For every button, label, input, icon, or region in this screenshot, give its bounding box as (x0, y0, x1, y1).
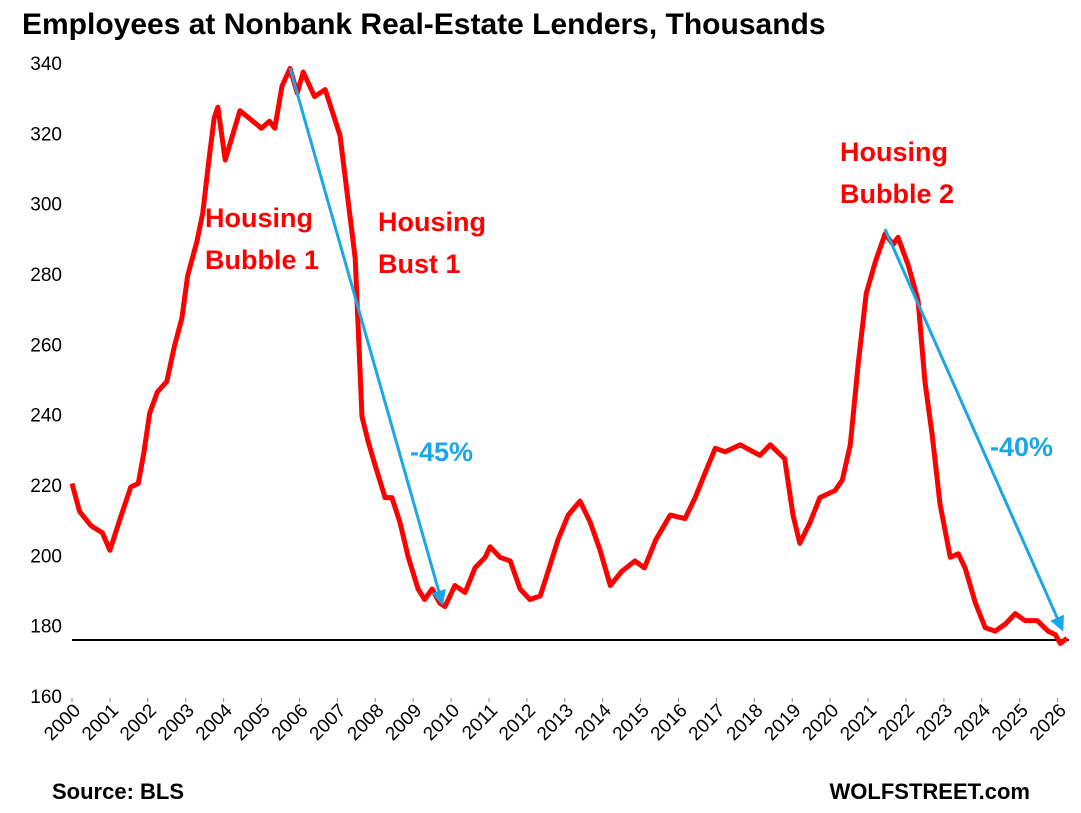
annotation: Bust 1 (378, 249, 461, 279)
x-tick-label: 2022 (874, 700, 919, 745)
x-tick-label: 2018 (723, 700, 768, 745)
x-tick-label: 2010 (419, 700, 464, 745)
x-tick-label: 2011 (458, 700, 502, 744)
x-tick-label: 2026 (1026, 700, 1071, 745)
x-tick-label: 2006 (268, 700, 313, 745)
x-tick-label: 2014 (571, 700, 616, 745)
y-tick-label: 300 (30, 195, 62, 216)
x-tick-label: 2023 (912, 700, 957, 745)
y-tick-label: 220 (30, 476, 62, 497)
y-tick-label: 180 (30, 617, 62, 638)
x-tick-label: 2025 (988, 700, 1033, 745)
x-tick-label: 2012 (495, 700, 540, 745)
y-tick-label: 160 (30, 687, 62, 708)
x-tick-label: 2020 (799, 700, 844, 745)
chart-title: Employees at Nonbank Real-Estate Lenders… (22, 8, 826, 41)
x-tick-label: 2001 (78, 700, 123, 745)
y-tick-label: 340 (30, 54, 62, 75)
annotation: Bubble 2 (840, 179, 954, 209)
y-tick-label: 280 (30, 265, 62, 286)
source: Source: BLS (52, 779, 184, 804)
x-tick-label: 2017 (685, 700, 730, 745)
x-tick-label: 2013 (533, 700, 578, 745)
annotation: Housing (378, 207, 486, 237)
annotation: Housing (840, 137, 948, 167)
x-tick-label: 2004 (192, 700, 237, 745)
arrow (288, 67, 446, 606)
y-tick-label: 260 (30, 335, 62, 356)
x-tick-label: 2005 (230, 700, 275, 745)
x-tick-label: 2024 (950, 700, 995, 745)
x-tick-label: 2016 (647, 700, 692, 745)
x-tick-label: 2021 (836, 700, 881, 745)
x-tick-label: 2009 (382, 700, 427, 745)
y-tick-label: 320 (30, 124, 62, 145)
arrow (883, 228, 1064, 632)
x-tick-label: 2002 (116, 700, 161, 745)
annotation: Bubble 1 (205, 245, 319, 275)
annotation: -45% (410, 437, 473, 467)
x-tick-label: 2007 (306, 700, 351, 745)
x-tick-label: 2015 (609, 700, 654, 745)
x-tick-label: 2019 (761, 700, 806, 745)
x-tick-label: 2008 (344, 700, 389, 745)
annotation: Housing (205, 203, 313, 233)
y-tick-label: 240 (30, 406, 62, 427)
annotation: -40% (990, 432, 1053, 462)
credit: WOLFSTREET.com (830, 779, 1030, 804)
y-tick-label: 200 (30, 546, 62, 567)
data-line (69, 66, 1069, 646)
x-tick-label: 2003 (154, 700, 199, 745)
